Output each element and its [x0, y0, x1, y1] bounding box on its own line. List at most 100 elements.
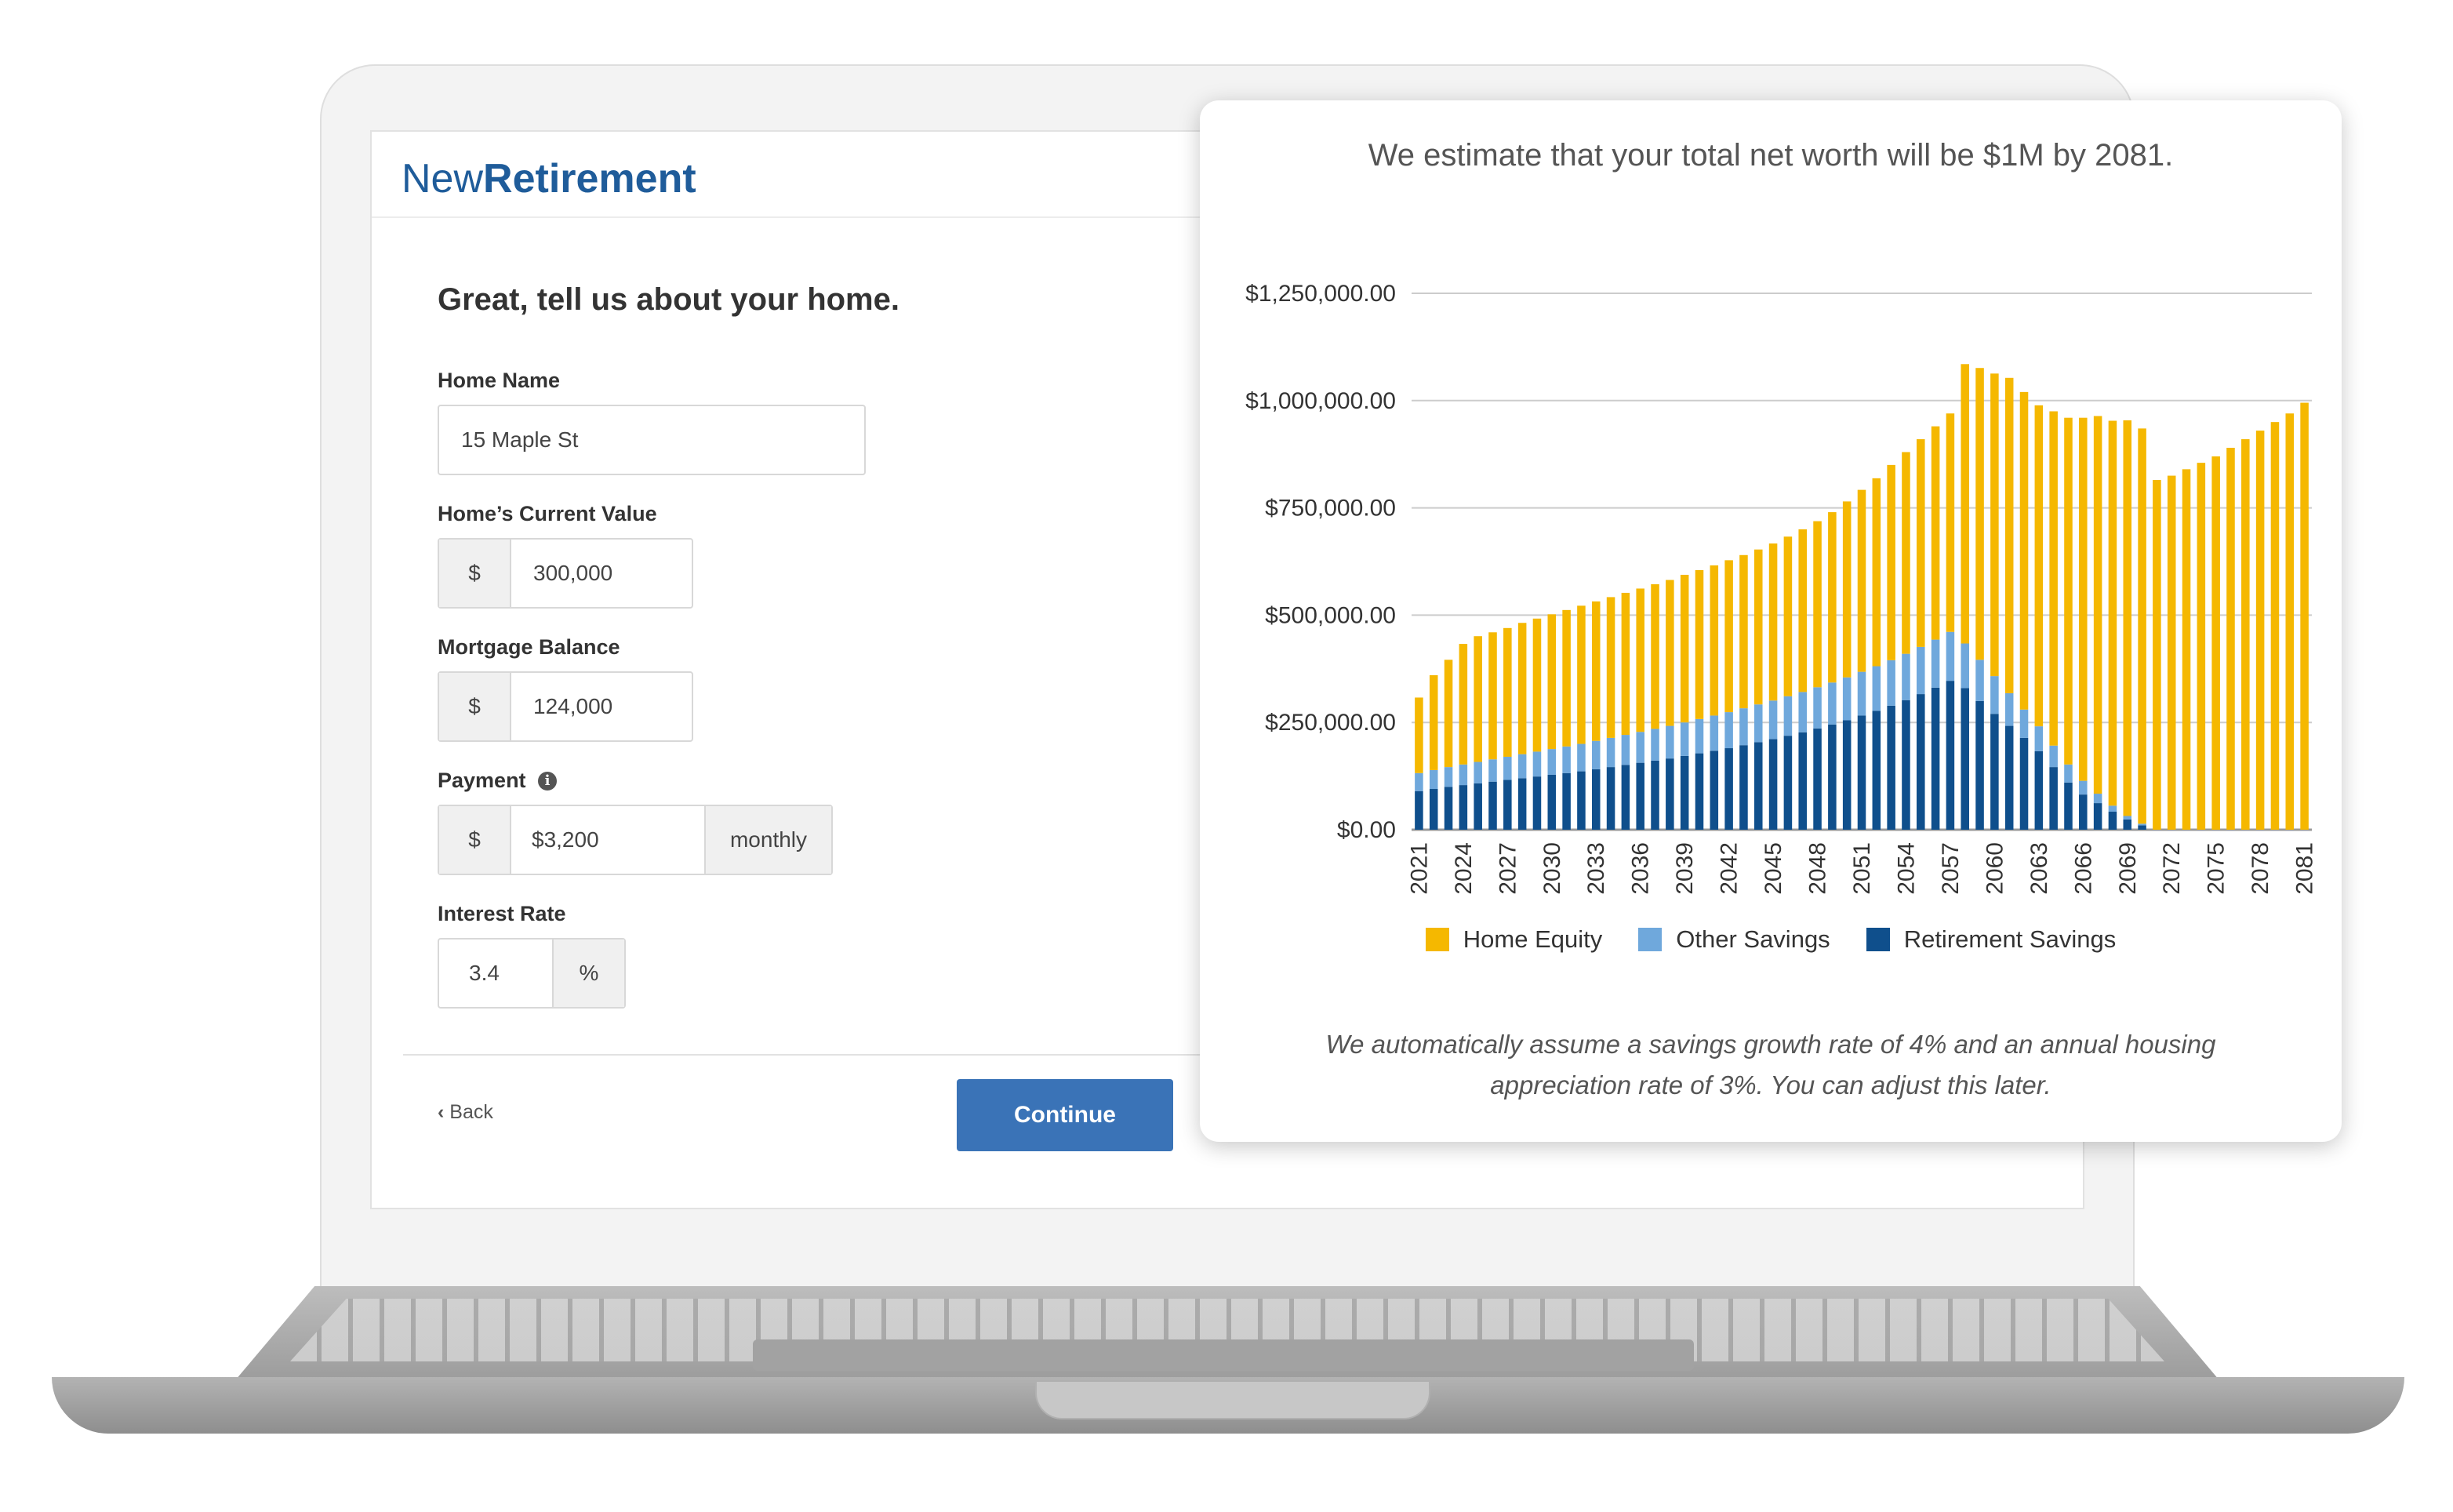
bar-other-savings[interactable]: [1710, 715, 1719, 751]
bar-other-savings[interactable]: [1444, 767, 1453, 787]
bar-retirement-savings[interactable]: [2064, 782, 2073, 830]
bar-retirement-savings[interactable]: [1887, 705, 1895, 830]
bar-retirement-savings[interactable]: [1547, 774, 1557, 830]
bar-other-savings[interactable]: [1651, 729, 1659, 761]
bar-home-equity[interactable]: [1547, 614, 1557, 750]
bar-retirement-savings[interactable]: [2049, 767, 2058, 830]
bar-home-equity[interactable]: [1636, 588, 1644, 732]
bar-home-equity[interactable]: [1961, 364, 1970, 644]
bar-home-equity[interactable]: [1946, 413, 1955, 632]
bar-other-savings[interactable]: [1946, 631, 1955, 681]
bar-other-savings[interactable]: [2049, 745, 2058, 768]
back-link[interactable]: ‹ Back: [438, 1101, 493, 1124]
bar-retirement-savings[interactable]: [1946, 681, 1955, 830]
bar-other-savings[interactable]: [2093, 794, 2102, 804]
bar-home-equity[interactable]: [2153, 480, 2161, 830]
bar-other-savings[interactable]: [1459, 764, 1468, 786]
bar-retirement-savings[interactable]: [1517, 778, 1527, 830]
bar-retirement-savings[interactable]: [1591, 769, 1601, 830]
bar-home-equity[interactable]: [2182, 469, 2191, 830]
bar-home-equity[interactable]: [1591, 601, 1601, 741]
bar-home-equity[interactable]: [1990, 373, 1999, 677]
bar-home-equity[interactable]: [2211, 456, 2220, 830]
bar-retirement-savings[interactable]: [1577, 771, 1586, 830]
bar-home-equity[interactable]: [1429, 675, 1438, 770]
bar-other-savings[interactable]: [2019, 709, 2029, 738]
bar-retirement-savings[interactable]: [1444, 787, 1453, 830]
bar-home-equity[interactable]: [2285, 413, 2295, 830]
bar-other-savings[interactable]: [1783, 696, 1793, 736]
legend-item[interactable]: Home Equity: [1425, 925, 1602, 954]
bar-home-equity[interactable]: [2167, 475, 2176, 830]
bar-other-savings[interactable]: [1562, 746, 1571, 773]
bar-other-savings[interactable]: [1577, 743, 1586, 772]
bar-home-equity[interactable]: [1739, 554, 1748, 709]
home-name-input[interactable]: 15 Maple St: [438, 405, 866, 475]
bar-other-savings[interactable]: [1739, 708, 1748, 746]
bar-other-savings[interactable]: [1591, 740, 1601, 769]
bar-home-equity[interactable]: [2049, 411, 2058, 746]
bar-home-equity[interactable]: [1828, 512, 1837, 683]
bar-home-equity[interactable]: [2019, 391, 2029, 710]
bar-home-equity[interactable]: [1710, 565, 1719, 716]
bar-home-equity[interactable]: [1532, 618, 1542, 752]
bar-retirement-savings[interactable]: [1768, 739, 1778, 830]
bar-other-savings[interactable]: [1636, 732, 1644, 763]
bar-home-equity[interactable]: [2197, 463, 2206, 830]
bar-retirement-savings[interactable]: [1636, 762, 1644, 830]
bar-retirement-savings[interactable]: [2004, 725, 2014, 830]
bar-retirement-savings[interactable]: [1739, 745, 1748, 830]
bar-home-equity[interactable]: [1474, 636, 1482, 762]
bar-retirement-savings[interactable]: [1931, 687, 1940, 830]
bar-home-equity[interactable]: [1813, 521, 1822, 688]
bar-home-equity[interactable]: [1621, 592, 1630, 736]
bar-retirement-savings[interactable]: [1651, 760, 1659, 830]
bar-home-equity[interactable]: [1872, 478, 1881, 667]
bar-retirement-savings[interactable]: [1753, 742, 1763, 830]
bar-home-equity[interactable]: [1577, 605, 1586, 744]
bar-retirement-savings[interactable]: [1606, 767, 1615, 830]
continue-button[interactable]: Continue: [957, 1079, 1173, 1151]
mortgage-balance-input[interactable]: $ 124,000: [438, 671, 693, 742]
bar-retirement-savings[interactable]: [1975, 700, 1984, 830]
bar-home-equity[interactable]: [1857, 489, 1866, 672]
bar-home-equity[interactable]: [1488, 632, 1497, 760]
bar-home-equity[interactable]: [2064, 417, 2073, 765]
bar-other-savings[interactable]: [1724, 712, 1733, 749]
current-value-input[interactable]: $ 300,000: [438, 538, 693, 609]
bar-retirement-savings[interactable]: [1990, 714, 1999, 830]
bar-other-savings[interactable]: [1857, 671, 1866, 716]
bar-other-savings[interactable]: [1695, 718, 1704, 754]
bar-retirement-savings[interactable]: [1724, 748, 1733, 830]
bar-home-equity[interactable]: [1695, 569, 1704, 719]
bar-retirement-savings[interactable]: [1474, 783, 1482, 830]
bar-other-savings[interactable]: [1975, 660, 1984, 701]
bar-other-savings[interactable]: [2079, 780, 2088, 795]
bar-retirement-savings[interactable]: [1415, 791, 1423, 830]
bar-home-equity[interactable]: [1444, 660, 1453, 768]
bar-other-savings[interactable]: [1488, 759, 1497, 782]
bar-home-equity[interactable]: [1902, 452, 1910, 654]
bar-other-savings[interactable]: [2138, 823, 2146, 826]
bar-retirement-savings[interactable]: [1961, 688, 1970, 830]
bar-other-savings[interactable]: [1813, 687, 1822, 729]
bar-other-savings[interactable]: [1990, 676, 1999, 714]
bar-other-savings[interactable]: [1872, 666, 1881, 711]
payment-input[interactable]: $ $3,200 monthly: [438, 805, 833, 875]
bar-other-savings[interactable]: [1753, 704, 1763, 743]
bar-home-equity[interactable]: [1975, 368, 1984, 660]
bar-other-savings[interactable]: [1902, 653, 1910, 700]
bar-home-equity[interactable]: [1517, 623, 1527, 754]
bar-home-equity[interactable]: [1459, 644, 1468, 765]
bar-retirement-savings[interactable]: [1828, 724, 1837, 830]
bar-retirement-savings[interactable]: [1695, 753, 1704, 830]
bar-other-savings[interactable]: [1429, 769, 1438, 790]
bar-other-savings[interactable]: [1680, 722, 1689, 756]
interest-rate-input[interactable]: 3.4 %: [438, 938, 626, 1009]
bar-retirement-savings[interactable]: [1710, 751, 1719, 830]
bar-home-equity[interactable]: [1503, 627, 1512, 757]
bar-home-equity[interactable]: [2093, 416, 2102, 794]
bar-retirement-savings[interactable]: [2019, 737, 2029, 830]
bar-retirement-savings[interactable]: [1429, 789, 1438, 830]
bar-other-savings[interactable]: [1798, 692, 1807, 732]
